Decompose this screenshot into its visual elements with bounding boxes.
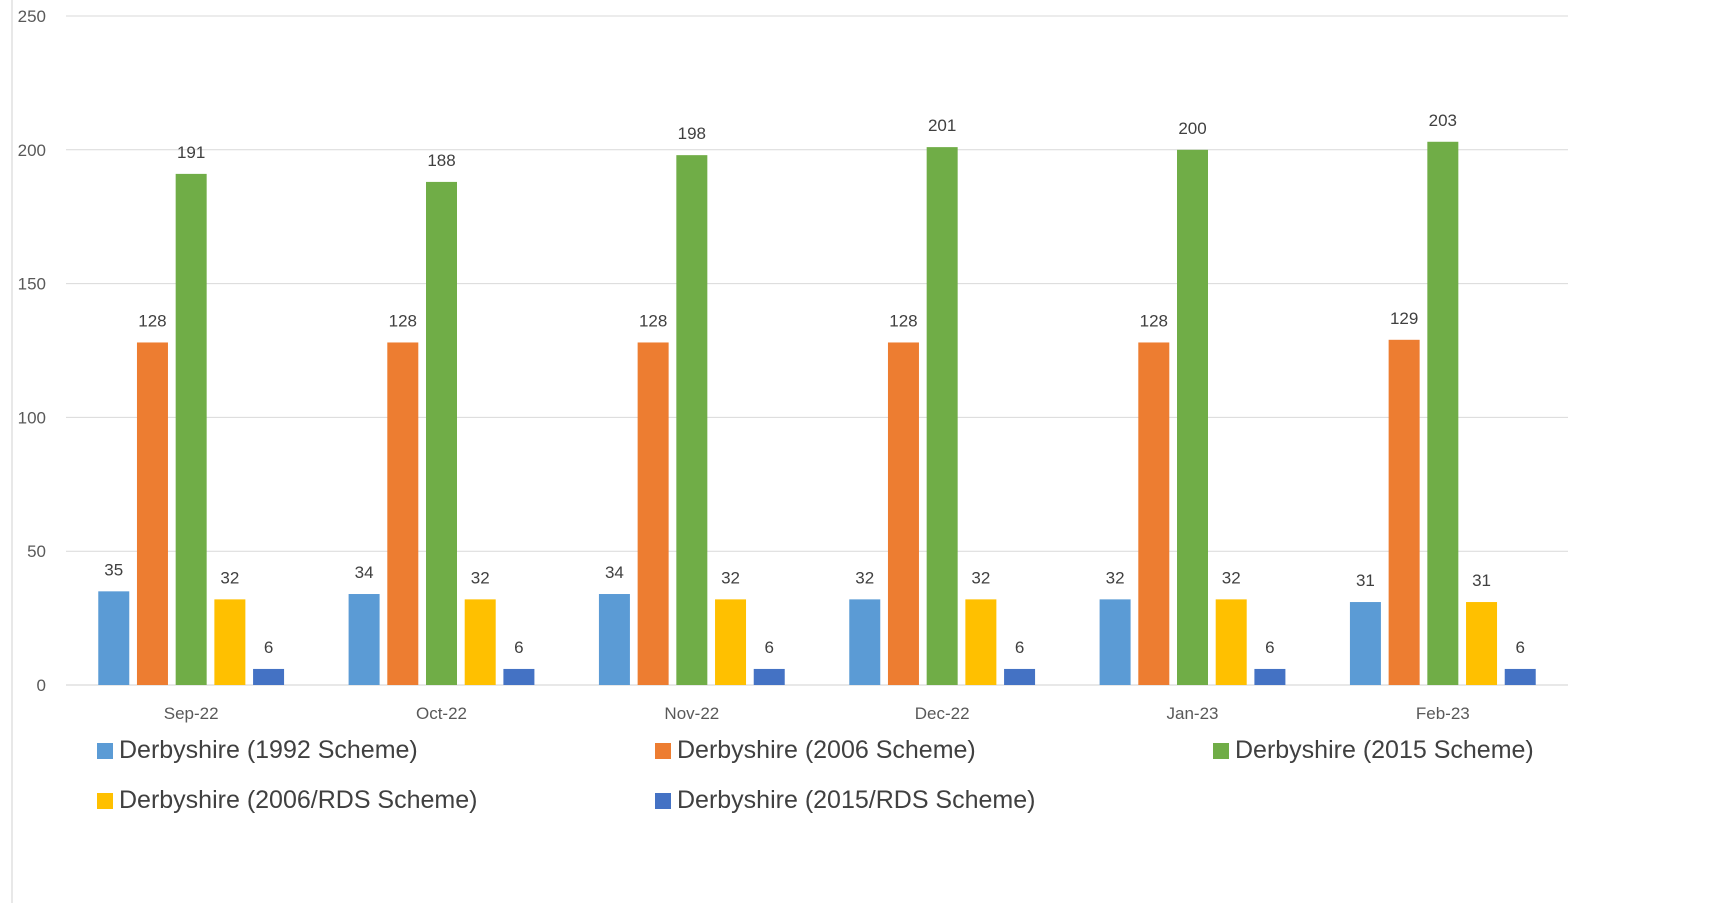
data-label: 128: [389, 311, 417, 330]
bar: [503, 668, 535, 685]
legend-label-2006-rds: Derbyshire (2006/RDS Scheme): [119, 786, 478, 814]
bar: [1138, 342, 1170, 685]
data-label: 34: [605, 563, 624, 582]
bar: [676, 155, 708, 686]
gridlines: [66, 15, 1568, 686]
bar: [1004, 668, 1036, 685]
bar: [753, 668, 785, 685]
legend-swatch-2015-rds: [655, 792, 671, 809]
data-label: 198: [678, 124, 706, 143]
x-tick-label: Dec-22: [915, 704, 970, 723]
data-label: 32: [855, 568, 874, 587]
data-label: 191: [177, 143, 205, 162]
bar: [348, 594, 380, 685]
bar: [1388, 339, 1420, 685]
data-label: 32: [971, 568, 990, 587]
bar: [1254, 668, 1286, 685]
data-label: 188: [427, 151, 455, 170]
y-axis-tick-labels: 0 50 100 150 200 250: [18, 7, 46, 695]
data-label: 6: [1515, 638, 1524, 657]
y-tick-label: 50: [27, 542, 46, 561]
data-label: 32: [220, 568, 239, 587]
legend-item-2015: Derbyshire (2015 Scheme): [1213, 736, 1534, 765]
y-tick-label: 200: [18, 141, 46, 160]
bar: [1466, 602, 1498, 685]
legend-item-2006: Derbyshire (2006 Scheme): [655, 736, 976, 765]
x-tick-label: Nov-22: [664, 704, 719, 723]
bar: [464, 599, 496, 685]
legend: Derbyshire (1992 Scheme) Derbyshire (200…: [97, 736, 1597, 856]
bar: [1215, 599, 1247, 685]
y-tick-label: 250: [18, 7, 46, 26]
data-label: 35: [104, 560, 123, 579]
data-label: 6: [264, 638, 273, 657]
y-tick-label: 0: [37, 676, 46, 695]
data-label: 6: [514, 638, 523, 657]
data-label: 31: [1472, 571, 1491, 590]
legend-swatch-2006-rds: [97, 792, 113, 809]
bar: [214, 599, 246, 685]
x-axis-tick-labels: Sep-22 Oct-22 Nov-22 Dec-22 Jan-23 Feb-23: [164, 704, 1470, 723]
data-label: 6: [1265, 638, 1274, 657]
data-labels: 35 128 191 32 6 34 128 188 32 6 34 128 198 32 6 32 128 20…: [104, 111, 1525, 657]
bar: [1427, 141, 1459, 686]
bar: [175, 173, 207, 685]
bars: [98, 141, 1536, 686]
data-label: 128: [1140, 311, 1168, 330]
data-label: 128: [889, 311, 917, 330]
x-tick-label: Jan-23: [1167, 704, 1219, 723]
legend-item-1992: Derbyshire (1992 Scheme): [97, 736, 418, 765]
data-label: 34: [355, 563, 374, 582]
data-label: 6: [1015, 638, 1024, 657]
data-label: 32: [1106, 568, 1125, 587]
bar: [1177, 149, 1208, 686]
bar: [965, 599, 997, 685]
bar: [1504, 668, 1536, 685]
x-tick-label: Oct-22: [416, 704, 467, 723]
bar: [253, 668, 285, 685]
bar: [136, 342, 168, 685]
data-label: 128: [138, 311, 166, 330]
data-label: 129: [1390, 309, 1418, 328]
legend-item-2015-rds: Derbyshire (2015/RDS Scheme): [655, 786, 1035, 815]
legend-label-2015: Derbyshire (2015 Scheme): [1235, 736, 1534, 764]
legend-swatch-2006: [655, 742, 671, 759]
data-label: 32: [721, 568, 740, 587]
legend-item-2006-rds: Derbyshire (2006/RDS Scheme): [97, 786, 477, 815]
legend-label-2015-rds: Derbyshire (2015/RDS Scheme): [677, 786, 1036, 814]
data-label: 32: [1222, 568, 1241, 587]
bar: [387, 342, 419, 685]
legend-label-2006: Derbyshire (2006 Scheme): [677, 736, 976, 764]
bar: [1349, 602, 1381, 685]
data-label: 31: [1356, 571, 1375, 590]
bar: [849, 599, 881, 685]
data-label: 128: [639, 311, 667, 330]
bar: [926, 147, 958, 685]
legend-swatch-1992: [97, 742, 113, 759]
bar: [637, 342, 669, 685]
bar: [98, 591, 130, 685]
legend-swatch-2015: [1213, 742, 1229, 759]
data-label: 6: [764, 638, 773, 657]
x-tick-label: Sep-22: [164, 704, 219, 723]
bar: [1099, 599, 1131, 685]
x-tick-label: Feb-23: [1416, 704, 1470, 723]
y-tick-label: 100: [18, 408, 46, 427]
data-label: 32: [471, 568, 490, 587]
bar: [715, 599, 747, 685]
y-tick-label: 150: [18, 275, 46, 294]
bar: [426, 181, 457, 686]
data-label: 200: [1178, 119, 1206, 138]
data-label: 203: [1429, 111, 1457, 130]
bar: [598, 594, 630, 685]
data-label: 201: [928, 116, 956, 135]
bar: [887, 342, 919, 685]
legend-label-1992: Derbyshire (1992 Scheme): [119, 736, 418, 764]
